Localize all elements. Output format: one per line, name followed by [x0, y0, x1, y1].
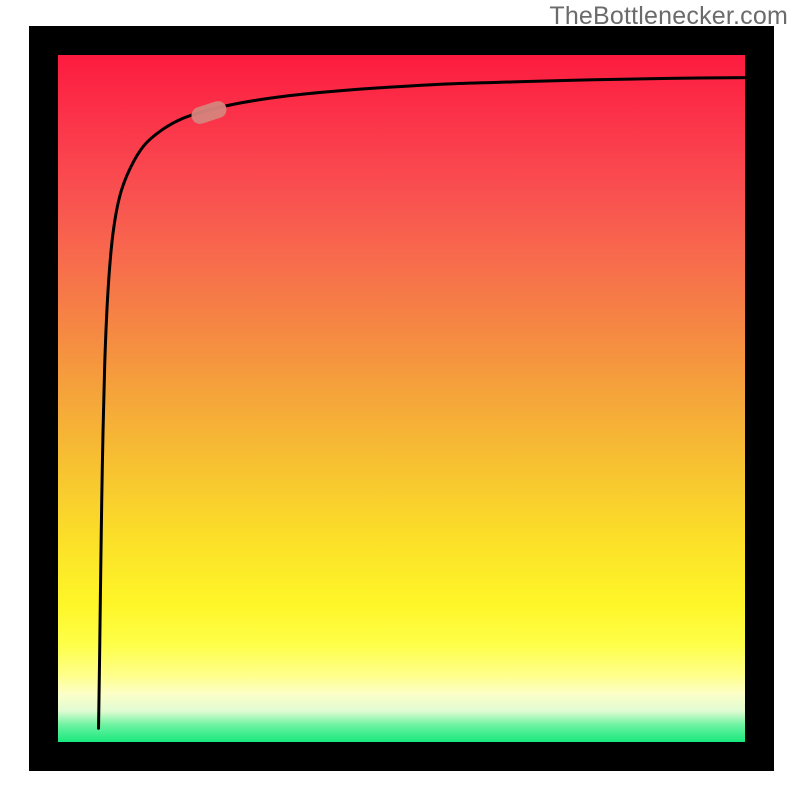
curve-layer	[58, 55, 745, 742]
plot-area	[29, 26, 774, 771]
curve-line	[99, 78, 745, 729]
chart-container: TheBottlenecker.com	[0, 0, 800, 800]
watermark-text: TheBottlenecker.com	[549, 2, 788, 31]
